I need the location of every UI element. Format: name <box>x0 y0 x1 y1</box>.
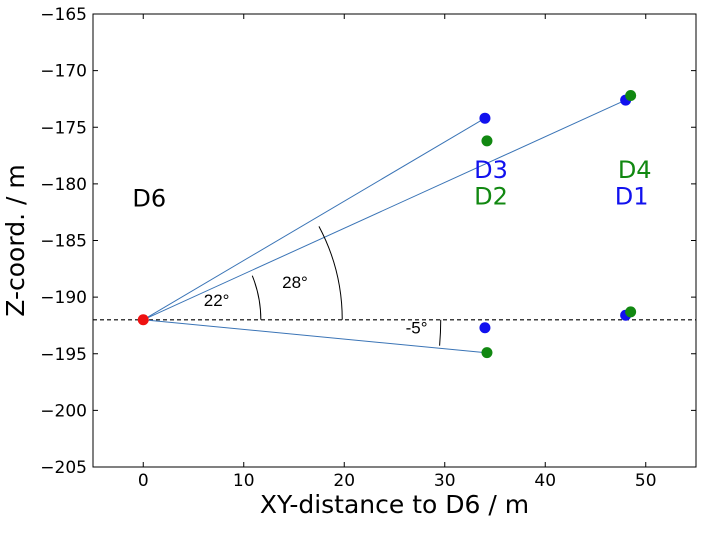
x-tick-label: 40 <box>534 471 556 491</box>
x-axis-label: XY-distance to D6 / m <box>260 490 529 519</box>
point-origin-1 <box>137 314 149 326</box>
point-green-2 <box>625 90 637 102</box>
y-tick-label: −185 <box>40 232 87 252</box>
angle-label-1: 22° <box>204 291 230 310</box>
y-tick-label: −190 <box>40 288 87 308</box>
angle-arc-3 <box>439 319 442 346</box>
x-tick-label: 50 <box>635 471 657 491</box>
plot-area-frame <box>92 13 697 468</box>
y-axis-label: Z-coord. / m <box>1 164 30 316</box>
ray-line-2 <box>143 99 626 321</box>
x-tick-label: 0 <box>138 471 149 491</box>
x-tick-label: 30 <box>434 471 456 491</box>
x-tick-label: 10 <box>233 471 255 491</box>
point-blue-1 <box>479 112 491 124</box>
y-tick-label: −180 <box>40 175 87 195</box>
label-d6: D6 <box>132 185 166 213</box>
y-tick-label: −205 <box>40 458 87 478</box>
ray-line-3 <box>143 319 485 354</box>
y-tick-label: −165 <box>40 5 87 25</box>
label-d2: D2 <box>474 182 508 210</box>
angle-arc-2 <box>318 226 343 320</box>
angle-label-3: -5° <box>406 318 428 337</box>
point-blue-3 <box>479 322 491 334</box>
y-tick-label: −175 <box>40 118 87 138</box>
point-green-4 <box>625 306 637 318</box>
point-green-1 <box>481 135 493 147</box>
y-tick-label: −195 <box>40 345 87 365</box>
x-tick-label: 20 <box>333 471 355 491</box>
label-d1: D1 <box>615 182 649 210</box>
ray-line-1 <box>142 117 486 321</box>
y-tick-label: −170 <box>40 62 87 82</box>
angle-arc-1 <box>251 275 262 320</box>
point-green-3 <box>481 347 493 359</box>
label-d4: D4 <box>618 156 652 184</box>
label-d3: D3 <box>474 156 508 184</box>
y-tick-label: −200 <box>40 401 87 421</box>
angle-label-2: 28° <box>282 273 308 292</box>
